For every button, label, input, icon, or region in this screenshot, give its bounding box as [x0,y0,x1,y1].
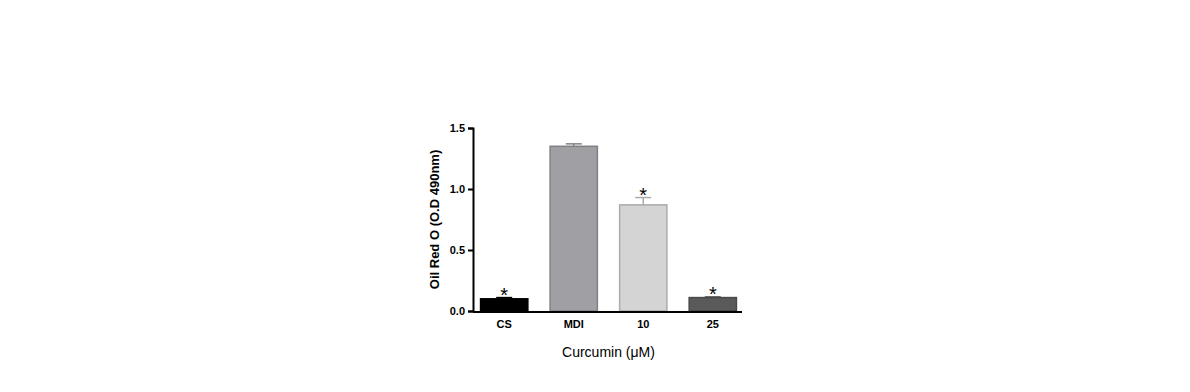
y-tick-label: 0.5 [450,244,465,256]
significance-mark: * [709,283,717,305]
x-axis-title: Curcumin (μM) [562,344,655,360]
y-tick: 1.5 [450,122,473,134]
x-tick-label: CS [497,318,512,330]
x-tick-label: 25 [707,318,719,330]
significance-mark: * [639,184,647,206]
x-tick-label: MDI [564,318,584,330]
x-tick: 10 [637,312,649,330]
x-tick: CS [497,312,512,330]
y-tick: 0.5 [450,244,473,256]
x-axis-line [473,311,742,313]
x-tick: 25 [707,312,719,330]
plot-area [481,144,737,311]
y-axis-line [468,129,474,312]
y-tick-mark [468,250,473,252]
significance-mark: * [500,284,508,306]
chart: * * * 0.0 0.5 1.0 1.5 CS MDI 10 25 Curcumin (μM) Oil… [0,0,1190,392]
y-tick-mark [468,128,473,130]
y-axis: 0.0 0.5 1.0 1.5 [450,122,474,317]
y-tick-label: 1.5 [450,122,465,134]
y-axis-title: Oil Red O (O.D 490nm) [427,150,442,289]
x-tick-label: 10 [637,318,649,330]
y-tick-label: 0.0 [450,305,465,317]
bar [550,146,597,311]
x-axis: CS MDI 10 25 [473,312,742,330]
y-tick-mark [468,311,473,313]
error-bar-cap [566,143,582,145]
x-tick: MDI [564,312,584,330]
bar [620,205,667,311]
y-tick-label: 1.0 [450,183,465,195]
y-tick: 1.0 [450,183,473,195]
y-tick-mark [468,189,473,191]
error-bar [566,144,582,146]
y-tick: 0.0 [450,305,473,317]
